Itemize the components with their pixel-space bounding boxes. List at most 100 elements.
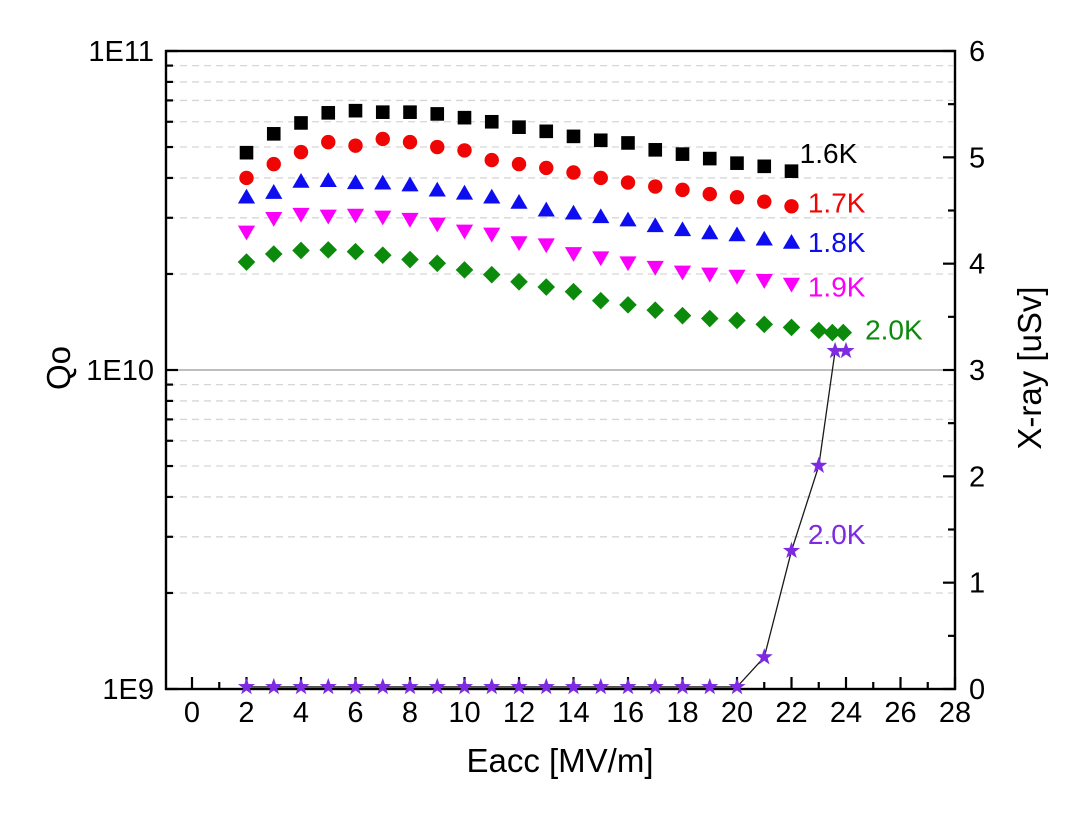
data-point-qo-1.8K xyxy=(428,181,446,197)
data-point-qo-1.8K xyxy=(728,226,746,242)
data-point-qo-2.0K xyxy=(591,291,610,310)
data-point-qo-1.8K xyxy=(346,174,365,190)
x-axis-title: Eacc [MV/m] xyxy=(466,742,653,779)
data-point-qo-1.9K xyxy=(292,207,310,223)
data-point-qo-1.9K xyxy=(455,224,474,240)
x-axis-tick-label: 16 xyxy=(612,697,644,729)
data-point-qo-2.0K xyxy=(482,265,501,284)
data-point-qo-2.0K xyxy=(510,273,528,291)
series-label-1.7K: 1.7K xyxy=(808,188,866,219)
y2-axis-tick-label: 5 xyxy=(969,142,985,174)
data-point-xray-2.0K xyxy=(455,677,474,695)
data-point-xray-2.0K xyxy=(564,677,583,695)
series-qo-1.6K xyxy=(239,103,799,178)
data-point-xray-2.0K xyxy=(701,677,719,695)
data-point-qo-1.7K xyxy=(266,156,281,172)
data-point-xray-2.0K xyxy=(510,677,528,695)
data-point-qo-1.8K xyxy=(646,217,664,233)
data-point-qo-1.6K xyxy=(403,105,417,119)
data-point-qo-1.8K xyxy=(455,184,474,200)
data-point-xray-2.0K xyxy=(265,677,283,695)
data-point-qo-2.0K xyxy=(823,323,842,342)
data-point-qo-1.6K xyxy=(539,124,554,139)
data-point-qo-1.6K xyxy=(348,103,363,118)
data-point-qo-1.9K xyxy=(319,209,337,225)
data-point-xray-2.0K xyxy=(319,677,337,695)
data-point-qo-1.6K xyxy=(321,106,336,120)
data-point-xray-2.0K xyxy=(810,456,828,473)
series-xray-2.0K xyxy=(237,341,855,695)
data-point-qo-2.0K xyxy=(428,254,447,273)
y2-axis-tick-label: 6 xyxy=(969,36,985,68)
x-axis-tick-label: 0 xyxy=(184,697,200,729)
data-point-qo-1.8K xyxy=(237,188,256,204)
data-point-qo-2.0K xyxy=(809,321,828,340)
annotations-layer: 1.6K 1.7K 1.8K 1.9K 2.0K 2.0K xyxy=(800,138,923,550)
series-label-1.6K: 1.6K xyxy=(800,138,858,169)
x-axis-tick-label: 26 xyxy=(884,697,916,729)
series-label-1.8K: 1.8K xyxy=(808,227,866,258)
data-point-qo-2.0K xyxy=(373,246,392,265)
data-point-xray-2.0K xyxy=(237,677,256,695)
data-point-qo-1.9K xyxy=(428,217,446,233)
data-point-qo-1.8K xyxy=(483,188,501,204)
data-point-xray-2.0K xyxy=(374,677,392,695)
y-axis-tick-label: 1E10 xyxy=(86,355,154,387)
data-point-qo-1.8K xyxy=(265,184,283,199)
y2-axis-tick-label: 3 xyxy=(969,355,985,387)
data-point-qo-1.7K xyxy=(430,139,445,155)
data-point-qo-1.8K xyxy=(537,201,555,217)
data-point-qo-1.6K xyxy=(730,156,744,170)
data-point-qo-1.9K xyxy=(619,256,637,272)
x-axis-tick-label: 4 xyxy=(293,697,309,729)
data-point-qo-1.8K xyxy=(755,230,773,246)
data-point-qo-1.7K xyxy=(539,160,554,176)
x-axis-tick-label: 20 xyxy=(721,697,753,729)
data-point-qo-1.7K xyxy=(511,156,527,172)
data-point-qo-1.9K xyxy=(537,238,555,254)
data-point-qo-1.8K xyxy=(564,204,583,220)
data-point-qo-1.9K xyxy=(701,267,719,283)
data-point-qo-1.6K xyxy=(512,120,526,134)
y-axis-tick-label: 1E9 xyxy=(102,674,154,706)
series-qo-1.9K xyxy=(237,207,801,293)
data-point-qo-1.9K xyxy=(401,212,419,228)
series-label-2.0K: 2.0K xyxy=(865,314,923,345)
data-point-qo-1.8K xyxy=(510,194,528,209)
data-point-qo-1.6K xyxy=(375,105,390,119)
data-point-xray-2.0K xyxy=(755,648,773,665)
data-point-qo-2.0K xyxy=(728,311,746,330)
data-point-qo-1.6K xyxy=(266,127,281,141)
data-point-qo-1.6K xyxy=(430,107,445,121)
data-point-qo-2.0K xyxy=(455,261,474,279)
data-point-qo-1.9K xyxy=(673,265,692,281)
y2-axis-tick-label: 2 xyxy=(969,461,985,493)
data-point-xray-2.0K xyxy=(837,341,855,359)
data-point-qo-1.9K xyxy=(265,211,283,227)
data-point-qo-1.9K xyxy=(374,210,392,226)
data-point-qo-2.0K xyxy=(292,241,310,260)
data-point-qo-2.0K xyxy=(401,250,419,269)
data-point-qo-1.6K xyxy=(675,147,690,161)
x-axis-tick-label: 18 xyxy=(666,697,698,729)
data-point-qo-1.6K xyxy=(784,164,799,178)
data-point-xray-2.0K xyxy=(782,541,801,558)
data-point-qo-1.7K xyxy=(293,144,309,160)
data-point-xray-2.0K xyxy=(483,677,501,695)
data-point-qo-2.0K xyxy=(564,282,583,301)
data-point-qo-2.0K xyxy=(782,318,801,337)
x-axis-tick-label: 28 xyxy=(939,697,971,729)
x-axis-tick-label: 12 xyxy=(503,697,535,729)
data-point-qo-1.9K xyxy=(510,236,528,252)
data-point-qo-2.0K xyxy=(646,301,665,319)
data-point-qo-1.7K xyxy=(702,186,717,202)
data-point-qo-1.7K xyxy=(784,199,799,214)
data-point-qo-1.8K xyxy=(782,234,801,249)
data-point-qo-1.8K xyxy=(401,176,419,192)
y2-axis-tick-label: 1 xyxy=(969,568,985,600)
series-qo-2.0K xyxy=(237,241,853,342)
data-point-qo-1.9K xyxy=(237,225,256,241)
data-point-qo-1.7K xyxy=(321,134,336,150)
data-point-qo-1.9K xyxy=(646,260,664,276)
